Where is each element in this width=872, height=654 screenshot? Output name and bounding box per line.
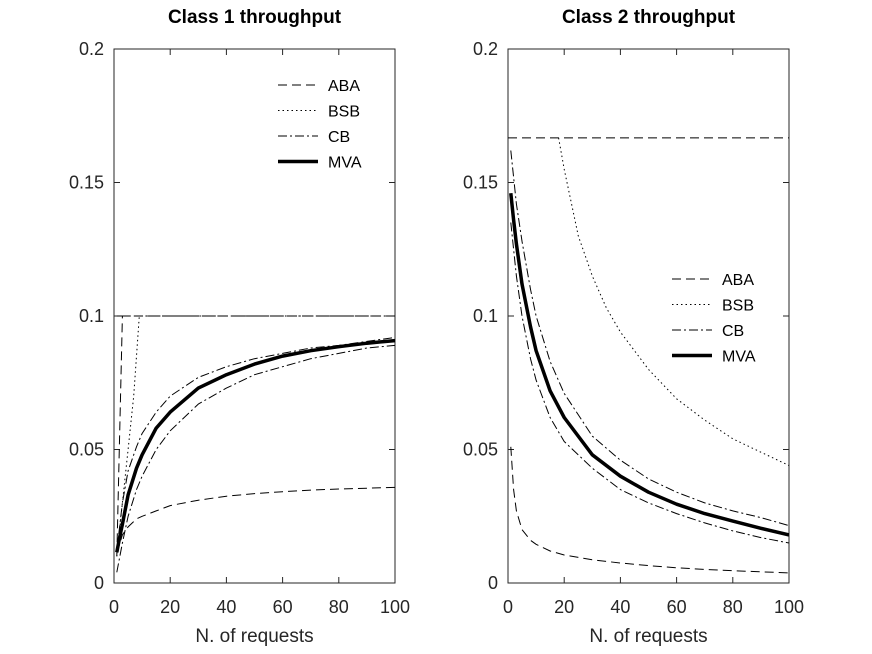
x-tick-label: 40 — [610, 597, 630, 617]
legend-label-aba: ABA — [722, 272, 754, 289]
series-group — [115, 315, 395, 573]
y-tick-label: 0.2 — [473, 39, 498, 59]
legend-label-cb: CB — [722, 323, 744, 340]
x-tick-label: 80 — [723, 597, 743, 617]
series-group — [508, 137, 789, 574]
y-tick-label: 0.2 — [79, 39, 104, 59]
panel-2: Class 2 throughput 0 20 40 60 80 100 0 0.05 0.1 0.… — [463, 7, 804, 647]
legend-label-cb: CB — [328, 129, 350, 146]
legend-label-bsb: BSB — [328, 104, 360, 121]
x-tick-label: 20 — [554, 597, 574, 617]
y-tick-label: 0.05 — [69, 440, 104, 460]
x-tick-label: 80 — [329, 597, 349, 617]
y-tick-label: 0 — [94, 573, 104, 593]
x-tick-label: 20 — [160, 597, 180, 617]
x-tick-label: 100 — [380, 597, 410, 617]
plot-area — [507, 48, 790, 584]
y-tick-label: 0.05 — [463, 440, 498, 460]
y-tick-label: 0.1 — [79, 306, 104, 326]
x-tick-label: 0 — [503, 597, 513, 617]
legend-label-aba: ABA — [328, 78, 360, 95]
x-tick-label: 0 — [109, 597, 119, 617]
series-line-aba — [116, 486, 395, 554]
chart-title: Class 1 throughput — [168, 7, 342, 28]
x-tick-label: 100 — [774, 597, 804, 617]
x-axis-label: N. of requests — [195, 626, 313, 647]
panel-1: Class 1 throughput 0 20 40 60 80 100 0 0.05 0.1 0.… — [69, 7, 410, 647]
series-line-cb — [510, 222, 789, 544]
y-tick-label: 0.15 — [463, 173, 498, 193]
series-line-bsb — [116, 315, 395, 557]
series-line-aba — [510, 446, 789, 574]
y-tick-label: 0.15 — [69, 173, 104, 193]
x-tick-label: 40 — [216, 597, 236, 617]
y-tick-label: 0.1 — [473, 306, 498, 326]
series-line-mva — [115, 338, 395, 553]
legend-label-mva: MVA — [722, 349, 756, 366]
series-line-cb — [116, 344, 395, 573]
x-axis-label: N. of requests — [589, 626, 707, 647]
chart-title: Class 2 throughput — [562, 7, 736, 28]
series-line-cb — [510, 150, 789, 527]
legend-label-mva: MVA — [328, 155, 362, 172]
legend-label-bsb: BSB — [722, 298, 754, 315]
legend: ABA BSB CB MVA — [278, 78, 362, 172]
x-tick-label: 60 — [273, 597, 293, 617]
series-line-mva — [509, 193, 789, 537]
legend: ABA BSB CB MVA — [672, 272, 756, 366]
y-tick-label: 0 — [488, 573, 498, 593]
x-tick-label: 60 — [667, 597, 687, 617]
